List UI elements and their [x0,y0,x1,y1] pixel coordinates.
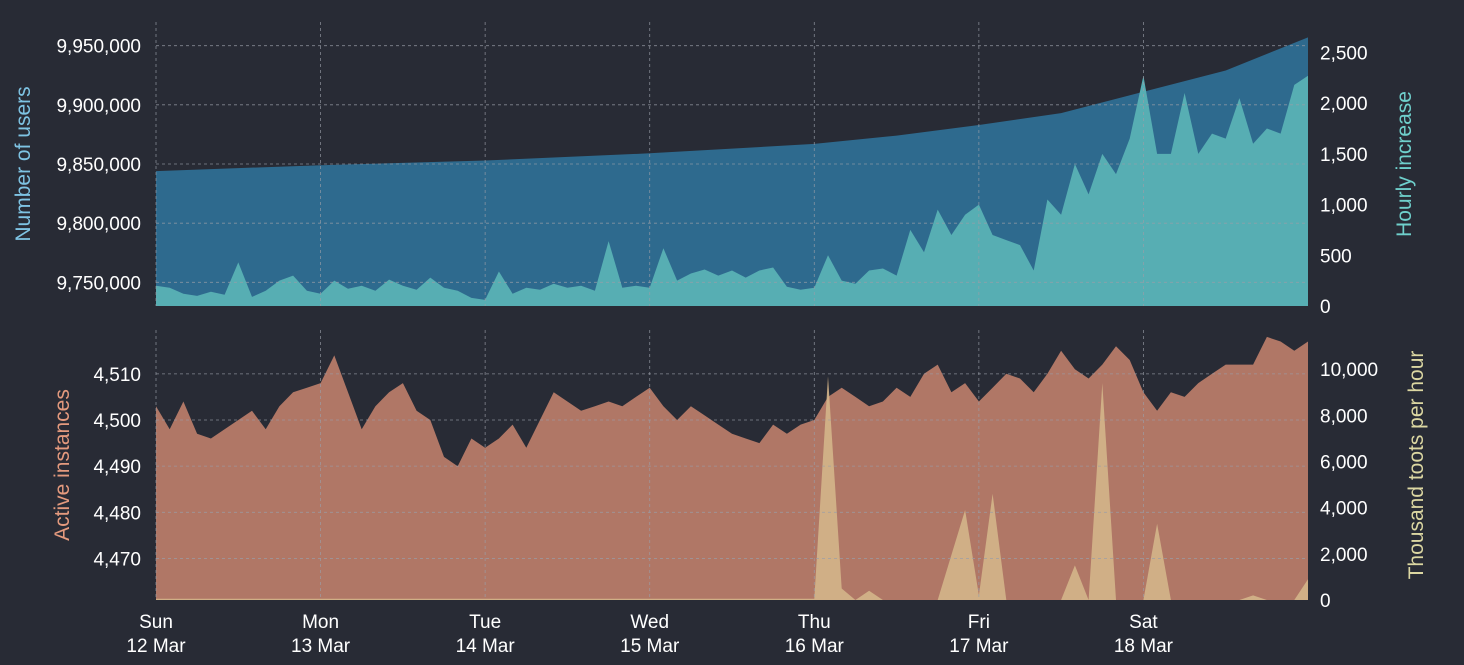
x-tick-day: Thu [798,612,831,633]
left-tick-label: 4,470 [93,549,141,570]
left-tick-label: 9,800,000 [56,214,141,235]
right-tick-label: 2,000 [1320,94,1368,115]
x-tick-day: Tue [469,612,501,633]
x-tick-day: Wed [630,612,669,633]
x-tick-date: 14 Mar [456,636,516,657]
x-tick-day: Fri [968,612,990,633]
right-axis-title: Hourly increase [1393,91,1416,237]
right-tick-label: 0 [1320,591,1331,612]
left-tick-label: 4,490 [93,457,141,478]
x-tick-day: Sat [1129,612,1158,633]
x-tick-date: 18 Mar [1114,636,1174,657]
right-tick-label: 2,500 [1320,43,1368,64]
right-axis-title: Thousand toots per hour [1405,351,1428,580]
x-tick-date: 15 Mar [620,636,680,657]
left-tick-label: 9,750,000 [56,273,141,294]
x-tick-date: 12 Mar [126,636,186,657]
left-tick-label: 4,480 [93,503,141,524]
right-tick-label: 10,000 [1320,360,1378,381]
left-tick-label: 9,950,000 [56,37,141,58]
right-tick-label: 0 [1320,297,1331,318]
users-area [156,37,1308,307]
x-tick-date: 17 Mar [949,636,1009,657]
x-tick-day: Sun [139,612,173,633]
bottom-panel: 4,470 4,480 4,490 4,500 4,510 0 2,000 4,000 6,00… [51,330,1428,657]
x-tick-day: Mon [302,612,339,633]
right-tick-label: 6,000 [1320,453,1368,474]
right-tick-label: 2,000 [1320,545,1368,566]
right-tick-label: 1,000 [1320,196,1368,217]
left-tick-label: 4,500 [93,411,141,432]
right-tick-label: 500 [1320,246,1352,267]
left-axis-title: Active instances [51,389,74,541]
left-tick-label: 4,510 [93,365,141,386]
right-tick-label: 1,500 [1320,145,1368,166]
top-panel: 9,750,000 9,800,000 9,850,000 9,900,000 9,95… [12,22,1416,318]
hourly-increase-area [156,75,1308,306]
left-tick-label: 9,850,000 [56,155,141,176]
left-axis-title: Number of users [12,86,35,241]
x-tick-date: 16 Mar [785,636,845,657]
left-tick-label: 9,900,000 [56,96,141,117]
right-tick-label: 8,000 [1320,406,1368,427]
right-tick-label: 4,000 [1320,499,1368,520]
active-instances-area [156,336,1308,600]
x-tick-date: 13 Mar [291,636,351,657]
